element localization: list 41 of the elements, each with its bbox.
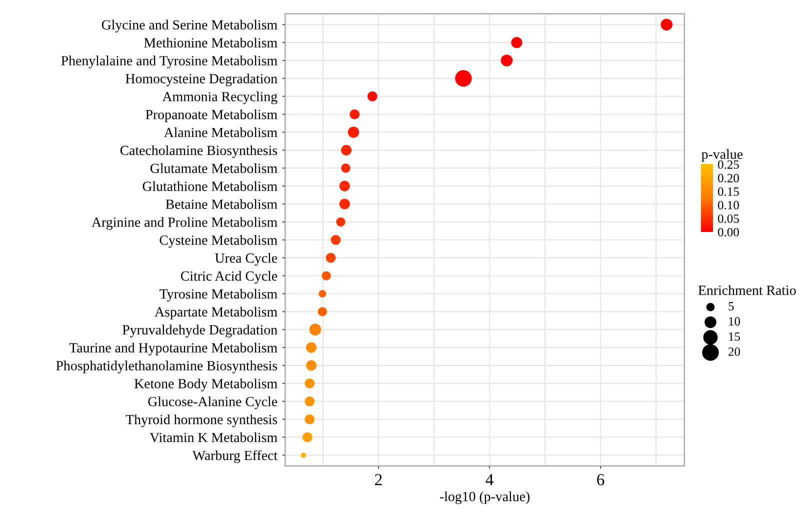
y-tick-label: Homocysteine Degradation — [126, 74, 278, 86]
y-tick-label: Pyruvaldehyde Degradation — [122, 324, 278, 338]
y-tick-label: Cysteine Metabolism — [160, 235, 278, 248]
y-tick-label: Citric Acid Cycle — [180, 270, 278, 284]
color-bar-label: 0.15 — [718, 187, 739, 196]
y-tick-label: Catecholamine Biosynthesis — [120, 145, 278, 158]
color-bar-label: 0.10 — [718, 200, 739, 210]
y-tick-label: Alanine Metabolism — [164, 127, 278, 138]
y-tick-label: Tyrosine Metabolism — [160, 288, 278, 302]
color-bar-label: 0.00 — [718, 228, 739, 236]
y-tick-label: Phenylalaine and Tyrosine Metabolism — [61, 56, 278, 68]
x-tick-label: 2 — [375, 474, 382, 486]
y-tick-label: Glutamate Metabolism — [150, 163, 278, 174]
y-tick-label: Propanoate Metabolism — [146, 109, 278, 122]
y-tick-label: Ketone Body Metabolism — [134, 378, 278, 392]
legend-title: Enrichment Ratio — [698, 285, 796, 296]
color-bar-label: 0.20 — [718, 174, 739, 182]
legend-label: 20 — [728, 348, 740, 356]
y-tick-label: Arginine and Proline Metabolism — [92, 217, 278, 230]
color-bar-label: 0.25 — [718, 160, 739, 169]
y-tick-label: Ammonia Recycling — [162, 92, 278, 104]
y-tick-label: Thyroid hormone synthesis — [126, 414, 278, 428]
color-bar-title: p-value — [702, 149, 743, 162]
y-tick-label: Phosphatidylethanolamine Biosynthesis — [56, 360, 278, 374]
x-tick-label: 6 — [597, 474, 604, 486]
legend-label: 10 — [729, 317, 740, 326]
y-tick-label: Warburg Effect — [192, 450, 278, 464]
legend-label: 5 — [728, 302, 734, 310]
y-tick-label: Aspartate Metabolism — [154, 306, 278, 320]
y-tick-label: Vitamin K Metabolism — [150, 432, 278, 442]
y-tick-label: Glycine and Serine Metabolism — [102, 20, 278, 32]
y-tick-label: Glucose-Alanine Cycle — [148, 396, 278, 410]
legend-label: 15 — [729, 332, 740, 341]
y-tick-label: Glutathione Metabolism — [142, 181, 278, 192]
color-bar-label: 0.05 — [718, 214, 739, 223]
x-axis-title: -log10 (p-value) — [440, 491, 530, 504]
x-tick-label: 4 — [486, 474, 494, 486]
y-tick-label: Betaine Metabolism — [166, 199, 278, 209]
y-tick-label: Taurine and Hypotaurine Metabolism — [69, 342, 278, 356]
y-tick-label: Methionine Metabolism — [144, 38, 278, 48]
y-tick-label: Urea Cycle — [215, 252, 278, 266]
